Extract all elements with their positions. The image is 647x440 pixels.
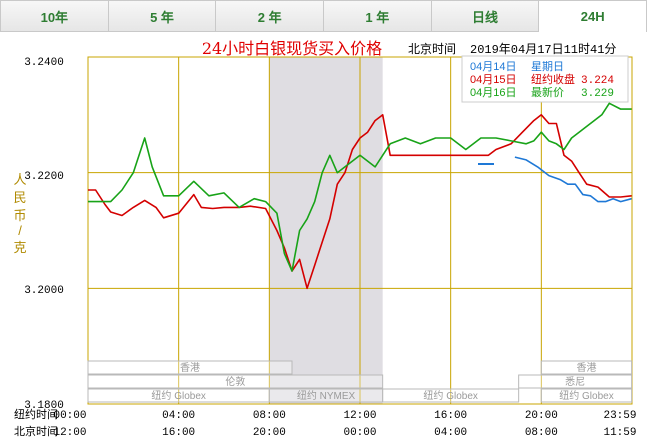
legend-date: 04月14日 bbox=[470, 61, 516, 73]
market-session-label: 纽约 NYMEX bbox=[297, 389, 356, 402]
series-line-sunday bbox=[514, 156, 632, 203]
chart-title: 24小时白银现货买入价格 bbox=[202, 39, 382, 58]
y-axis-title-char-0: 人 bbox=[13, 172, 26, 187]
x-tick-label: 12:00 bbox=[53, 427, 86, 439]
tab-24h[interactable]: 24H bbox=[539, 0, 647, 32]
tab-5-years[interactable]: 5 年 bbox=[108, 0, 217, 32]
market-session-label: 香港 bbox=[180, 362, 200, 374]
x-tick-label: 00:00 bbox=[343, 427, 376, 439]
legend-label: 纽约收盘 bbox=[531, 72, 575, 86]
market-session-bar bbox=[87, 374, 384, 389]
x-tick-label: 00:00 bbox=[53, 410, 86, 422]
x-tick-label: 16:00 bbox=[162, 427, 195, 439]
tab-daily[interactable]: 日线 bbox=[431, 0, 540, 32]
legend-value: 3.224 bbox=[581, 75, 614, 87]
series-line-latest bbox=[88, 102, 632, 272]
market-session-label: 纽约 Globex bbox=[423, 389, 477, 402]
market-session-bar bbox=[540, 360, 633, 375]
legend: 04月14日 星期日 04月15日 纽约收盘 3.224 04月16日 最新价 … bbox=[461, 55, 629, 103]
x-tick-label: 04:00 bbox=[434, 427, 467, 439]
legend-label: 星期日 bbox=[531, 60, 564, 73]
x-tick-label: 20:00 bbox=[253, 427, 286, 439]
legend-date: 04月15日 bbox=[470, 74, 516, 86]
market-session-bar bbox=[382, 388, 520, 403]
legend-value: 3.229 bbox=[581, 88, 614, 100]
legend-box bbox=[461, 55, 629, 103]
market-session-label: 悉尼 bbox=[565, 376, 585, 388]
x-tick-label: 23:59 bbox=[603, 410, 636, 422]
tab-2-years[interactable]: 2 年 bbox=[216, 0, 325, 32]
x-tick-label: 12:00 bbox=[343, 410, 376, 422]
y-axis-title-char-2: 币 bbox=[13, 208, 26, 223]
x-row2-title: 北京时间 bbox=[14, 424, 58, 438]
plot-frame bbox=[87, 56, 633, 405]
x-tick-label: 04:00 bbox=[162, 410, 195, 422]
market-session-label: 纽约 Globex bbox=[559, 389, 613, 402]
timestamp-prefix: 北京时间 bbox=[408, 42, 456, 56]
x-tick-label: 11:59 bbox=[603, 427, 636, 439]
market-session-bar bbox=[540, 388, 633, 403]
market-session-bar bbox=[87, 360, 293, 375]
series-line-ny-close bbox=[88, 114, 632, 290]
x-tick-label: 20:00 bbox=[525, 410, 558, 422]
y-tick-label: 3.2400 bbox=[24, 57, 64, 69]
tab-10-years[interactable]: 10年 bbox=[0, 0, 109, 32]
y-tick-label: 3.2000 bbox=[24, 285, 64, 297]
y-tick-label: 3.1800 bbox=[24, 400, 64, 412]
y-axis-title-char-3: / bbox=[18, 223, 22, 238]
market-session-label: 伦敦 bbox=[225, 375, 245, 388]
market-session-label: 香港 bbox=[576, 362, 596, 374]
x-row1-title: 纽约时间 bbox=[14, 407, 58, 421]
y-axis-title-char-1: 民 bbox=[13, 190, 26, 205]
x-tick-label: 08:00 bbox=[525, 427, 558, 439]
market-session-label: 纽约 Globex bbox=[151, 389, 205, 402]
x-tick-label: 08:00 bbox=[253, 410, 286, 422]
period-tabs: 10年 5 年 2 年 1 年 日线 24H bbox=[0, 0, 647, 32]
legend-label: 最新价 bbox=[531, 85, 564, 99]
x-tick-label: 16:00 bbox=[434, 410, 467, 422]
y-axis-title: 人 民 币 / 克 bbox=[13, 172, 26, 255]
market-session-bar bbox=[518, 374, 633, 389]
y-tick-label: 3.2200 bbox=[24, 171, 64, 183]
legend-date: 04月16日 bbox=[470, 87, 516, 99]
timestamp: 2019年04月17日11时41分 bbox=[470, 42, 616, 57]
y-axis-title-char-4: 克 bbox=[13, 240, 26, 255]
tab-1-year[interactable]: 1 年 bbox=[324, 0, 432, 32]
